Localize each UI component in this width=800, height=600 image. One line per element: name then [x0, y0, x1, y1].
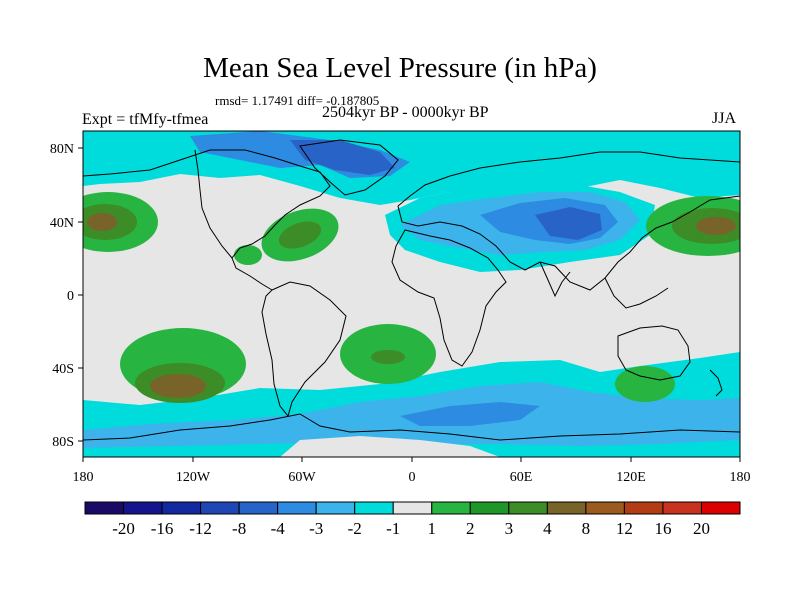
colorbar-label: -20 [112, 519, 135, 538]
coast-south-america [261, 281, 347, 418]
lat-tick-label: 0 [67, 289, 74, 304]
colorbar-label: 12 [616, 519, 633, 538]
colorbar-label: 3 [505, 519, 514, 538]
colorbar-swatch [546, 501, 587, 515]
indian-ocean-high [615, 366, 675, 402]
experiment-label: Expt = tfMfy-tfmea [82, 111, 209, 128]
colorbar [84, 501, 741, 515]
colorbar-swatch [238, 501, 279, 515]
lat-tick-marks [78, 147, 83, 442]
colorbar-label: -4 [271, 519, 286, 538]
lon-tick-label: 180 [73, 470, 94, 485]
map-field [83, 131, 740, 457]
colorbar-swatch [700, 501, 741, 515]
lat-tick-label: 80N [50, 142, 74, 157]
gulf-high [234, 245, 262, 265]
north-pacific-high-east-center [696, 217, 736, 235]
colorbar-swatch [623, 501, 664, 515]
coast-africa [391, 229, 507, 367]
colorbar-swatch [508, 501, 548, 515]
coast-north-america [83, 149, 331, 291]
north-atlantic-high-core [278, 221, 322, 249]
colorbar-label: -16 [151, 519, 174, 538]
colorbar-labels: -20 -16 -12 -8 -4 -3 -2 -1 1 2 3 4 8 12 16 20 [112, 519, 710, 538]
coast-eurasia [397, 151, 740, 207]
coast-greenland [299, 139, 399, 196]
colorbar-label: 1 [428, 519, 437, 538]
colorbar-label: -8 [232, 519, 246, 538]
colorbar-label: 20 [693, 519, 710, 538]
colorbar-label: 4 [543, 519, 552, 538]
colorbar-swatch [123, 501, 163, 515]
north-pacific-high-west-center [87, 213, 117, 231]
south-atlantic-high-core [371, 350, 405, 364]
lon-tick-label: 120E [616, 470, 646, 485]
lon-tick-marks [82, 457, 741, 462]
lat-tick-label: 40N [50, 216, 74, 231]
lon-tick-label: 120W [176, 470, 211, 485]
lat-tick-label: 80S [52, 435, 74, 450]
chart-title: Mean Sea Level Pressure (in hPa) [203, 52, 597, 84]
coastlines [83, 139, 740, 441]
season-label: JJA [712, 110, 737, 127]
arctic-core-region [290, 140, 395, 175]
coast-north-america-west [194, 149, 233, 259]
lat-tick-label: 40S [52, 362, 74, 377]
colorbar-label: -1 [386, 519, 400, 538]
colorbar-swatch [277, 501, 317, 515]
colorbar-swatch [662, 501, 702, 515]
period-label: 2504kyr BP - 0000kyr BP [322, 104, 489, 121]
south-pacific-high-center [150, 374, 206, 398]
colorbar-swatch [315, 501, 356, 515]
colorbar-label: 2 [466, 519, 475, 538]
colorbar-swatch [392, 501, 433, 515]
coast-europe-south [397, 195, 740, 291]
lon-tick-label: 0 [409, 470, 416, 485]
colorbar-swatch [200, 501, 240, 515]
colorbar-swatch [585, 501, 625, 515]
colorbar-label: -2 [348, 519, 362, 538]
colorbar-swatch [431, 501, 471, 515]
stats-label: rmsd= 1.17491 diff= -0.187805 [215, 93, 380, 108]
colorbar-label: 16 [654, 519, 671, 538]
colorbar-swatch [469, 501, 510, 515]
colorbar-swatch [84, 501, 125, 515]
colorbar-label: -12 [189, 519, 212, 538]
lon-tick-label: 180 [730, 470, 751, 485]
colorbar-swatch [161, 501, 202, 515]
antarctic-mid-region [400, 402, 540, 426]
colorbar-swatch [354, 501, 394, 515]
lon-tick-label: 60E [510, 470, 533, 485]
antarctic-pale-region [280, 436, 500, 457]
lon-tick-label: 60W [288, 470, 316, 485]
coast-india [539, 261, 571, 298]
coast-southeast-asia [604, 277, 669, 309]
eurasia-core-region [535, 207, 602, 240]
colorbar-label: -3 [309, 519, 323, 538]
coast-antarctica [83, 413, 740, 441]
coast-australia [617, 325, 691, 381]
colorbar-label: 8 [582, 519, 591, 538]
coast-new-zealand [709, 369, 723, 397]
